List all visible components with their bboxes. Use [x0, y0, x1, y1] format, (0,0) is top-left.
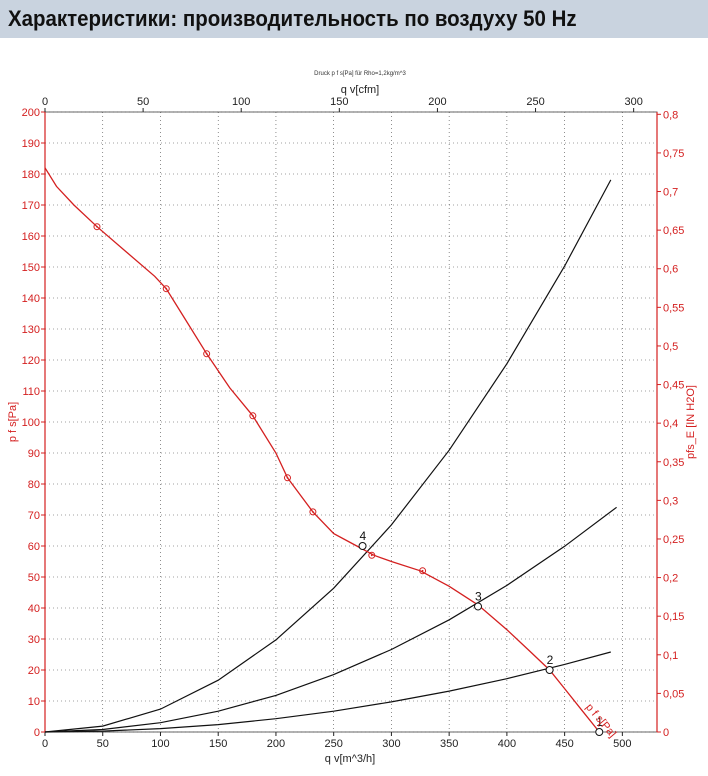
operating-point-label: 1	[596, 715, 603, 729]
x-tick-label: 350	[440, 738, 458, 750]
operating-point	[358, 542, 367, 550]
fan-curve-marker	[249, 412, 257, 420]
y2-tick-label: 0,5	[663, 341, 678, 353]
y2-tick-label: 0,45	[663, 380, 684, 392]
fan-curve-marker-dot	[251, 414, 254, 417]
y2-tick-label: 0,4	[663, 418, 678, 430]
y2-tick-label: 0,35	[663, 457, 684, 469]
operating-point	[474, 602, 483, 611]
x2-tick-label: 300	[624, 96, 642, 108]
y-tick-label: 60	[28, 541, 40, 553]
y2-tick-label: 0,65	[663, 225, 684, 237]
y2-axis-label: pfs_E [IN H2O]	[685, 385, 697, 459]
fan-curve-marker-dot	[165, 287, 168, 290]
operating-point-label: 3	[475, 589, 482, 603]
x2-tick-label: 100	[232, 96, 250, 108]
fan-curve-marker-dot	[205, 352, 208, 355]
y-axis-label: p f s[Pa]	[7, 402, 19, 442]
y2-tick-label: 0,05	[663, 688, 684, 700]
y-tick-label: 10	[28, 696, 40, 708]
x-tick-label: 200	[267, 738, 285, 750]
y2-tick-label: 0,7	[663, 187, 678, 199]
system-curve	[44, 506, 617, 733]
y-tick-label: 160	[22, 231, 40, 243]
fan-curve-marker-dot	[370, 554, 373, 557]
x-tick-label: 300	[382, 738, 400, 750]
y2-tick-label: 0,8	[663, 109, 678, 121]
fan-curve-marker-dot	[421, 569, 424, 572]
operating-point-label: 4	[360, 529, 367, 543]
fan-curve-marker	[93, 223, 101, 231]
y-tick-label: 200	[22, 107, 40, 119]
x-tick-label: 50	[97, 738, 109, 750]
y2-tick-label: 0,6	[663, 264, 678, 276]
y-tick-label: 130	[22, 324, 40, 336]
y2-tick-label: 0,2	[663, 573, 678, 585]
y-tick-label: 40	[28, 603, 40, 615]
page-header: Характеристики: производительность по во…	[0, 0, 708, 38]
y-tick-label: 170	[22, 200, 40, 212]
operating-point	[595, 728, 604, 736]
y-tick-label: 110	[22, 386, 40, 398]
y2-tick-label: 0,75	[663, 148, 684, 160]
y2-tick-label: 0	[663, 727, 669, 739]
operating-point-label: 2	[547, 653, 554, 667]
x-tick-label: 0	[42, 738, 48, 750]
y2-tick-label: 0,55	[663, 302, 684, 314]
fan-curve-marker-dot	[311, 511, 314, 513]
y-tick-label: 70	[28, 510, 40, 522]
system-curve	[44, 179, 612, 733]
x2-tick-label: 250	[526, 96, 544, 108]
fan-curve-marker	[368, 551, 376, 559]
x-tick-label: 150	[209, 738, 227, 750]
fan-curve-marker	[283, 474, 291, 482]
fan-curve	[44, 167, 600, 733]
y-tick-label: 120	[22, 355, 40, 367]
y-tick-label: 50	[28, 572, 40, 584]
y-tick-label: 0	[34, 727, 40, 739]
y-tick-label: 90	[28, 448, 40, 460]
x-tick-label: 500	[613, 738, 631, 750]
x-tick-label: 450	[555, 738, 573, 750]
y2-tick-label: 0,15	[663, 611, 684, 623]
x-tick-label: 400	[498, 738, 516, 750]
x-tick-label: 100	[151, 738, 169, 750]
x-tick-label: 250	[324, 738, 342, 750]
x2-tick-label: 150	[330, 96, 348, 108]
fan-curve-marker	[419, 567, 427, 575]
x2-tick-label: 0	[42, 96, 48, 108]
x-axis-label: q v[m^3/h]	[325, 753, 375, 765]
x2-tick-label: 200	[428, 96, 446, 108]
x2-axis-label: q v[cfm]	[341, 84, 380, 96]
chart-title: Druck p f s[Pa] für Rho=1,2kg/m^3	[314, 71, 406, 77]
fan-curve-marker	[162, 285, 170, 293]
y-tick-label: 80	[28, 479, 40, 491]
y2-tick-label: 0,3	[663, 495, 678, 507]
y2-tick-label: 0,1	[663, 650, 678, 662]
y-tick-label: 100	[22, 417, 40, 429]
fan-curve-marker	[309, 508, 317, 516]
operating-point	[545, 666, 554, 674]
y-tick-label: 180	[22, 169, 40, 181]
y-tick-label: 150	[22, 262, 40, 274]
y-tick-label: 140	[22, 293, 40, 305]
page-title: Характеристики: производительность по во…	[8, 6, 577, 31]
fan-curve-marker	[203, 350, 211, 358]
fan-curve-marker-dot	[286, 476, 289, 479]
y-tick-label: 20	[28, 665, 40, 677]
y2-tick-label: 0,25	[663, 534, 684, 546]
system-curve	[44, 651, 611, 733]
x2-tick-label: 50	[137, 96, 149, 108]
y-tick-label: 30	[28, 634, 40, 646]
fan-curve-marker-dot	[96, 225, 98, 228]
y-tick-label: 190	[22, 138, 40, 150]
